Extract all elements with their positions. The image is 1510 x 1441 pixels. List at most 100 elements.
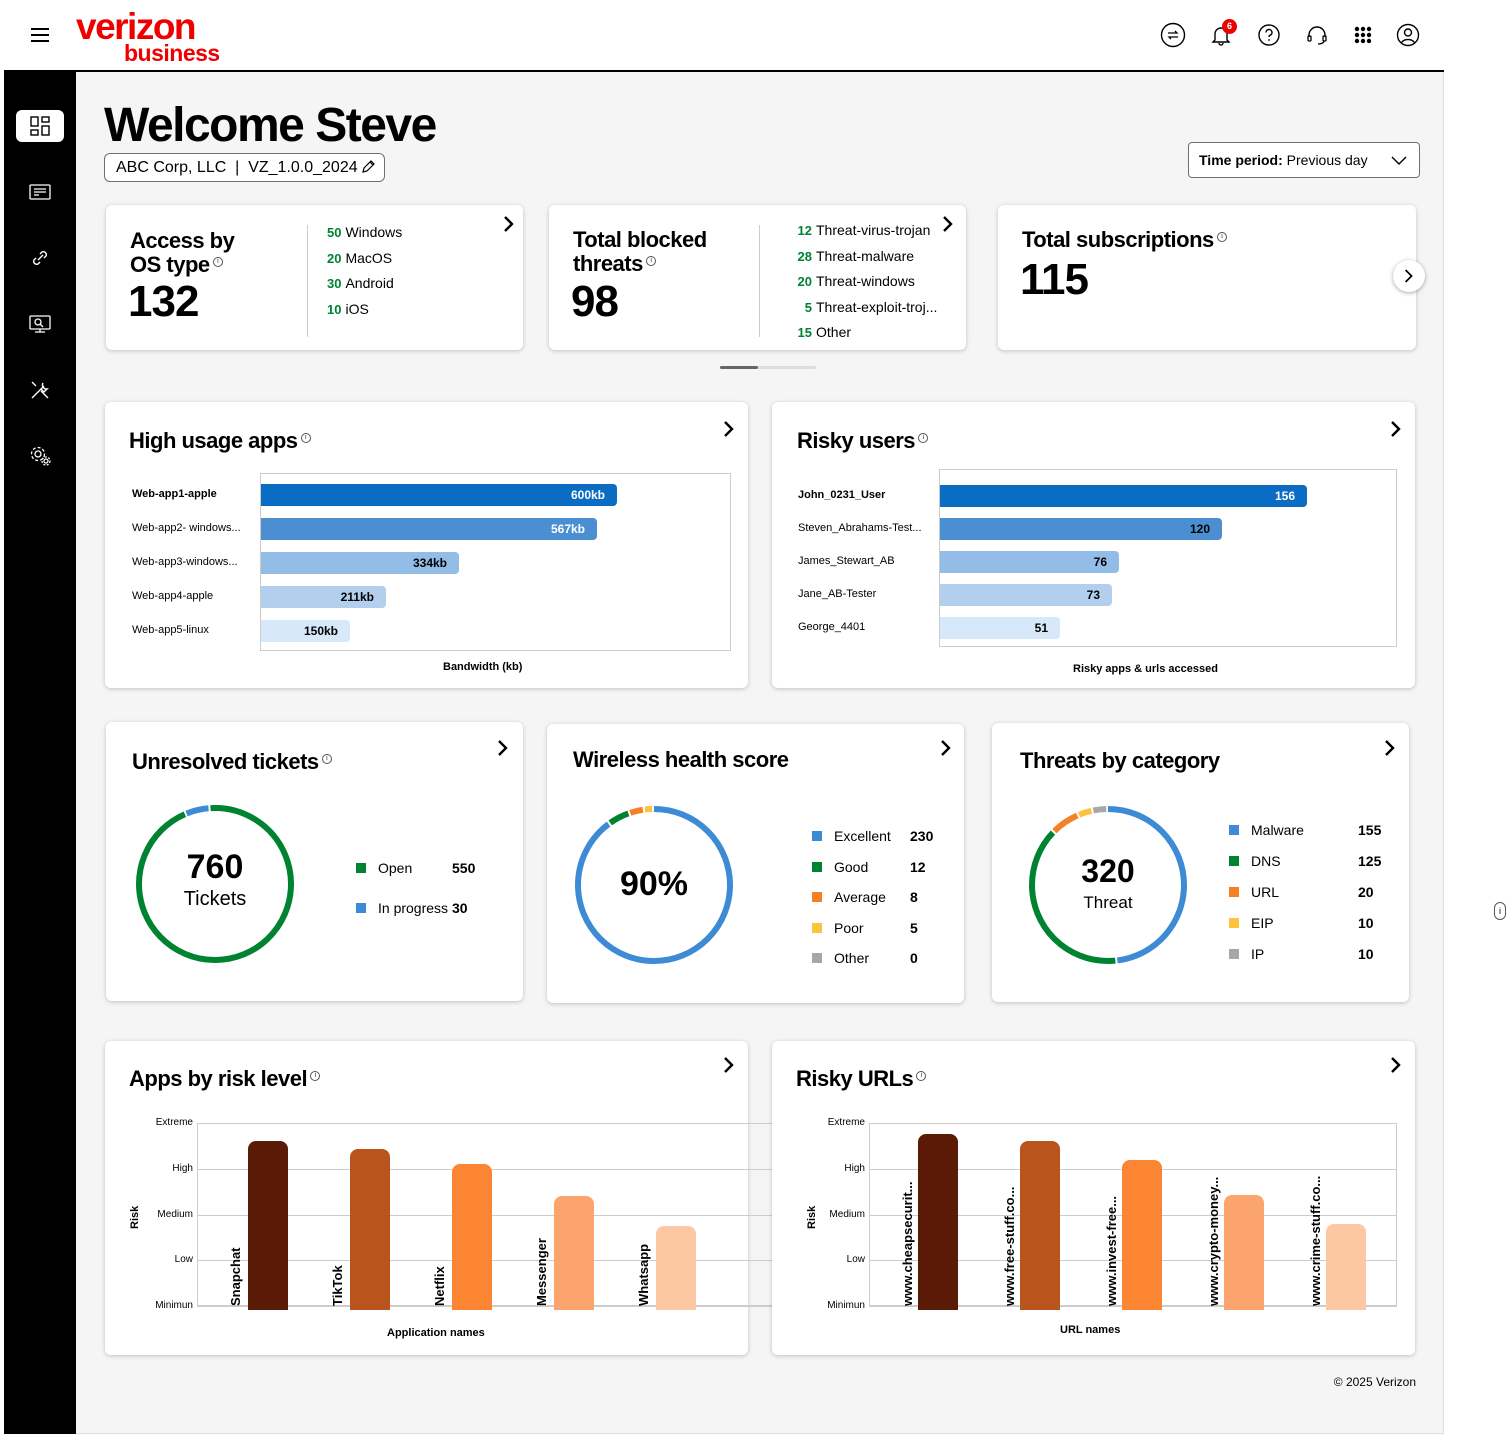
bar-label: John_0231_User [798, 489, 886, 501]
bar-category-label: Whatsapp [636, 1243, 651, 1306]
donut-center: 90% [573, 867, 735, 901]
time-period-dropdown[interactable]: Time period: Previous day [1188, 142, 1420, 178]
bar[interactable]: 150kb [261, 620, 350, 642]
user-account-icon[interactable] [1395, 22, 1421, 48]
bar-category-label: Netflix [432, 1266, 447, 1306]
risky-users-title: Risky users i [797, 428, 929, 453]
org-selector[interactable]: ABC Corp, LLC | VZ_1.0.0_2024 [104, 153, 385, 182]
chevron-right-icon[interactable] [1389, 420, 1403, 438]
bar[interactable]: 73 [940, 584, 1112, 606]
bar-category-label: www.free-stuff.co... [1002, 1186, 1017, 1306]
sidebar-item-links[interactable] [16, 242, 64, 274]
bar[interactable]: 156 [940, 485, 1307, 507]
risk-bar[interactable] [350, 1149, 390, 1310]
chevron-right-icon[interactable] [939, 739, 953, 757]
hamburger-menu-icon[interactable] [31, 28, 49, 42]
top-bar: verizon business 6 [4, 0, 1444, 72]
donut-segment[interactable] [134, 803, 296, 965]
sidebar-item-settings[interactable] [16, 440, 64, 472]
headset-icon[interactable] [1304, 22, 1330, 48]
chevron-right-icon[interactable] [941, 215, 955, 233]
chart-area [260, 473, 731, 651]
legend-swatch [356, 863, 366, 873]
threat-label: Threat-malware [816, 247, 915, 264]
access-by-os-card[interactable]: Access by OS type i 132 50 Windows 20 MacOS 30… [106, 205, 523, 350]
notification-bell-icon[interactable]: 6 [1208, 19, 1237, 48]
bar[interactable]: 567kb [261, 518, 597, 540]
y-tick-label: Minimun [827, 1300, 865, 1311]
threat-count: 12 [797, 223, 812, 238]
help-icon[interactable] [1256, 22, 1282, 48]
legend-value: 550 [452, 860, 476, 876]
risk-bar[interactable] [554, 1196, 594, 1310]
y-tick-label: Medium [157, 1208, 193, 1220]
bar[interactable]: 76 [940, 551, 1119, 573]
carousel-next-button[interactable] [1393, 260, 1425, 292]
page-title: Welcome Steve [104, 99, 437, 152]
wireless-score: 90% [619, 865, 689, 903]
os-label: Windows [345, 224, 403, 240]
legend-value: 5 [910, 919, 918, 936]
info-icon[interactable]: i [1494, 902, 1506, 920]
risk-bar[interactable] [1326, 1223, 1366, 1310]
chevron-right-icon[interactable] [1383, 739, 1397, 757]
chevron-right-icon[interactable] [722, 1056, 736, 1074]
bar[interactable]: 120 [940, 518, 1222, 540]
chevron-right-icon[interactable] [496, 739, 510, 757]
carousel-scroll-indicator[interactable] [720, 366, 816, 369]
gridline [197, 1214, 828, 1216]
bar-category-label: www.crime-stuff.co... [1308, 1175, 1323, 1306]
risk-bar[interactable] [452, 1164, 492, 1310]
gridline [197, 1260, 828, 1262]
switch-icon[interactable] [1160, 22, 1186, 48]
os-total: 132 [128, 277, 199, 326]
os-item: 50 Windows [327, 220, 402, 246]
subs-total: 115 [1020, 255, 1089, 304]
chevron-right-icon[interactable] [1389, 1056, 1403, 1074]
bar-label: Web-app5-linux [132, 624, 209, 636]
legend-label: In progress [378, 900, 449, 916]
bar[interactable]: 600kb [261, 484, 617, 506]
sidebar-item-monitoring[interactable] [16, 308, 64, 340]
sidebar-item-dashboard[interactable] [16, 110, 64, 142]
threat-cat-title: Threats by category [1020, 748, 1220, 773]
legend-item: Malware [1229, 822, 1304, 838]
wireless-title: Wireless health score [573, 747, 789, 772]
edit-pencil-icon[interactable] [360, 159, 376, 175]
bar[interactable]: 51 [940, 617, 1060, 639]
donut-segment[interactable] [1029, 806, 1187, 964]
info-icon: i [918, 433, 929, 443]
info-icon: i [1216, 232, 1227, 242]
total-blocked-threats-card[interactable]: Total blocked threats i 98 12 Threat-virus-… [549, 205, 966, 350]
legend-value: 10 [1358, 946, 1374, 962]
chevron-right-icon[interactable] [502, 215, 516, 233]
risk-bar[interactable] [656, 1225, 696, 1310]
sidebar-item-tools[interactable] [16, 374, 64, 406]
verizon-business-logo[interactable]: verizon business [76, 6, 220, 66]
apps-grid-icon[interactable] [1350, 22, 1376, 48]
risk-bar[interactable] [918, 1134, 958, 1310]
donut-segment[interactable] [575, 806, 733, 964]
total-subscriptions-card[interactable]: Total subscriptions i 115 [998, 205, 1416, 350]
bar[interactable]: 211kb [261, 586, 386, 608]
risk-bar[interactable] [1122, 1159, 1162, 1310]
y-tick-label: High [844, 1162, 865, 1174]
chevron-right-icon[interactable] [722, 420, 736, 438]
chart-area [939, 469, 1397, 647]
sidebar-item-billing[interactable] [16, 176, 64, 208]
donut-segment[interactable] [1029, 806, 1187, 964]
legend-item: Other [812, 950, 869, 966]
high-usage-title: High usage apps i [129, 428, 311, 453]
legend-value: 155 [1358, 822, 1382, 838]
risk-bar[interactable] [1020, 1141, 1060, 1310]
legend-swatch [1229, 825, 1239, 835]
risk-bar[interactable] [248, 1141, 288, 1310]
bar[interactable]: 334kb [261, 552, 459, 574]
x-axis-title: Application names [387, 1327, 485, 1339]
bar-category-label: www.crypto-money... [1206, 1176, 1221, 1306]
legend-swatch [356, 903, 366, 913]
apps-by-risk-card: Apps by risk level i Extreme High Medium Low… [105, 1041, 828, 1355]
risk-bar[interactable] [1224, 1194, 1264, 1310]
donut-segment[interactable] [134, 803, 296, 965]
info-icon: i [645, 256, 656, 267]
